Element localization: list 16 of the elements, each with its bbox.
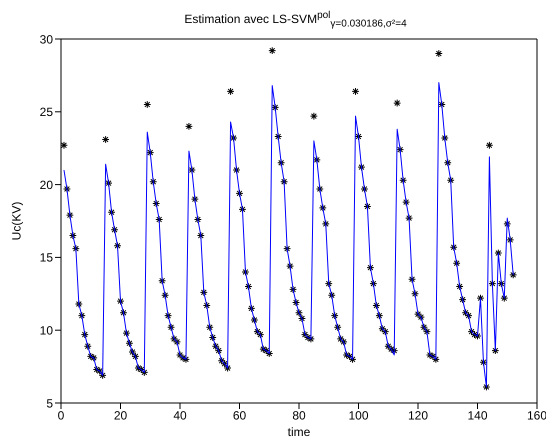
y-tick-label: 20 (40, 178, 54, 192)
x-tick-label: 80 (292, 408, 306, 423)
x-tick-label: 40 (173, 408, 187, 423)
x-axis-title: time (288, 425, 311, 439)
x-tick-label: 60 (232, 408, 246, 423)
x-tick-label: 100 (348, 408, 369, 423)
x-tick-label: 0 (58, 408, 65, 423)
y-tick-label: 5 (46, 396, 54, 410)
y-axis-title: Uc(KV) (9, 202, 24, 240)
y-tick-label: 30 (40, 32, 54, 46)
x-tick-label: 120 (408, 408, 428, 423)
y-tick-label: 15 (40, 250, 54, 265)
y-tick-label: 25 (40, 105, 54, 120)
x-tick-label: 140 (467, 408, 488, 423)
x-tick-label: 20 (114, 408, 128, 423)
y-tick-label: 10 (40, 323, 54, 338)
